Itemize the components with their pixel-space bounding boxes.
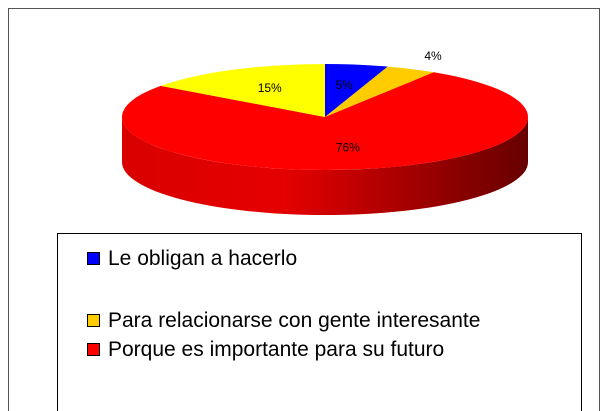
legend-label: Para relacionarse con gente interesante	[108, 309, 481, 332]
data-label: 15%	[258, 81, 282, 95]
legend-label: Porque es importante para su futuro	[108, 338, 445, 361]
legend-label: Le obligan a hacerlo	[108, 247, 298, 270]
chart-frame	[8, 8, 600, 411]
legend-swatch	[87, 343, 100, 356]
data-label: 4%	[424, 49, 442, 63]
data-label: 76%	[336, 140, 360, 154]
slice	[325, 66, 434, 117]
legend-swatch	[87, 314, 100, 327]
legend-item: Para relacionarse con gente interesante	[86, 306, 488, 335]
legend: Le obligan a hacerlo Para relacionarse co…	[57, 233, 582, 411]
legend-item: Porque es importante para su futuro	[86, 335, 581, 364]
slice	[160, 64, 325, 117]
slice	[122, 72, 529, 170]
data-label: 5%	[335, 78, 353, 92]
slice-side-shade	[122, 117, 528, 215]
legend-swatch	[87, 252, 100, 265]
slice	[325, 64, 388, 117]
legend-item: Le obligan a hacerlo	[86, 244, 581, 273]
